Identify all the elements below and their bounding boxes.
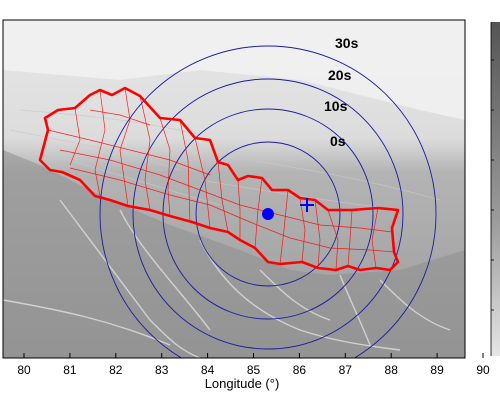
epicenter-marker	[262, 208, 274, 220]
x-tick-label: 83	[155, 363, 169, 377]
plot-frame	[2, 19, 466, 359]
terrain-layer	[3, 20, 465, 358]
x-tick-label: 81	[63, 363, 77, 377]
district-boundaries	[47, 87, 395, 271]
x-tick-label: 82	[109, 363, 123, 377]
ring-label-0s: 0s	[330, 133, 346, 149]
x-tick-label: 84	[201, 363, 215, 377]
x-tick-label: 85	[247, 363, 261, 377]
colorbar	[490, 22, 500, 356]
ring-label-30s: 30s	[335, 35, 359, 51]
x-tick-label: 90	[476, 363, 490, 377]
ring-20s	[132, 78, 404, 350]
station-cross-marker	[300, 198, 314, 212]
x-axis-label: Longitude (°)	[205, 376, 280, 391]
x-axis: 80 81 82 83 84 85 86 87 88 89 90	[17, 353, 490, 377]
x-tick-label: 89	[430, 363, 444, 377]
x-tick-label: 87	[339, 363, 353, 377]
x-tick-label: 80	[17, 363, 31, 377]
x-tick-label: 88	[385, 363, 399, 377]
ring-label-20s: 20s	[328, 67, 352, 83]
ring-0s	[195, 141, 341, 287]
x-tick-label: 86	[293, 363, 307, 377]
ring-30s	[99, 45, 437, 358]
ring-label-10s: 10s	[324, 98, 348, 114]
country-border	[38, 86, 400, 272]
